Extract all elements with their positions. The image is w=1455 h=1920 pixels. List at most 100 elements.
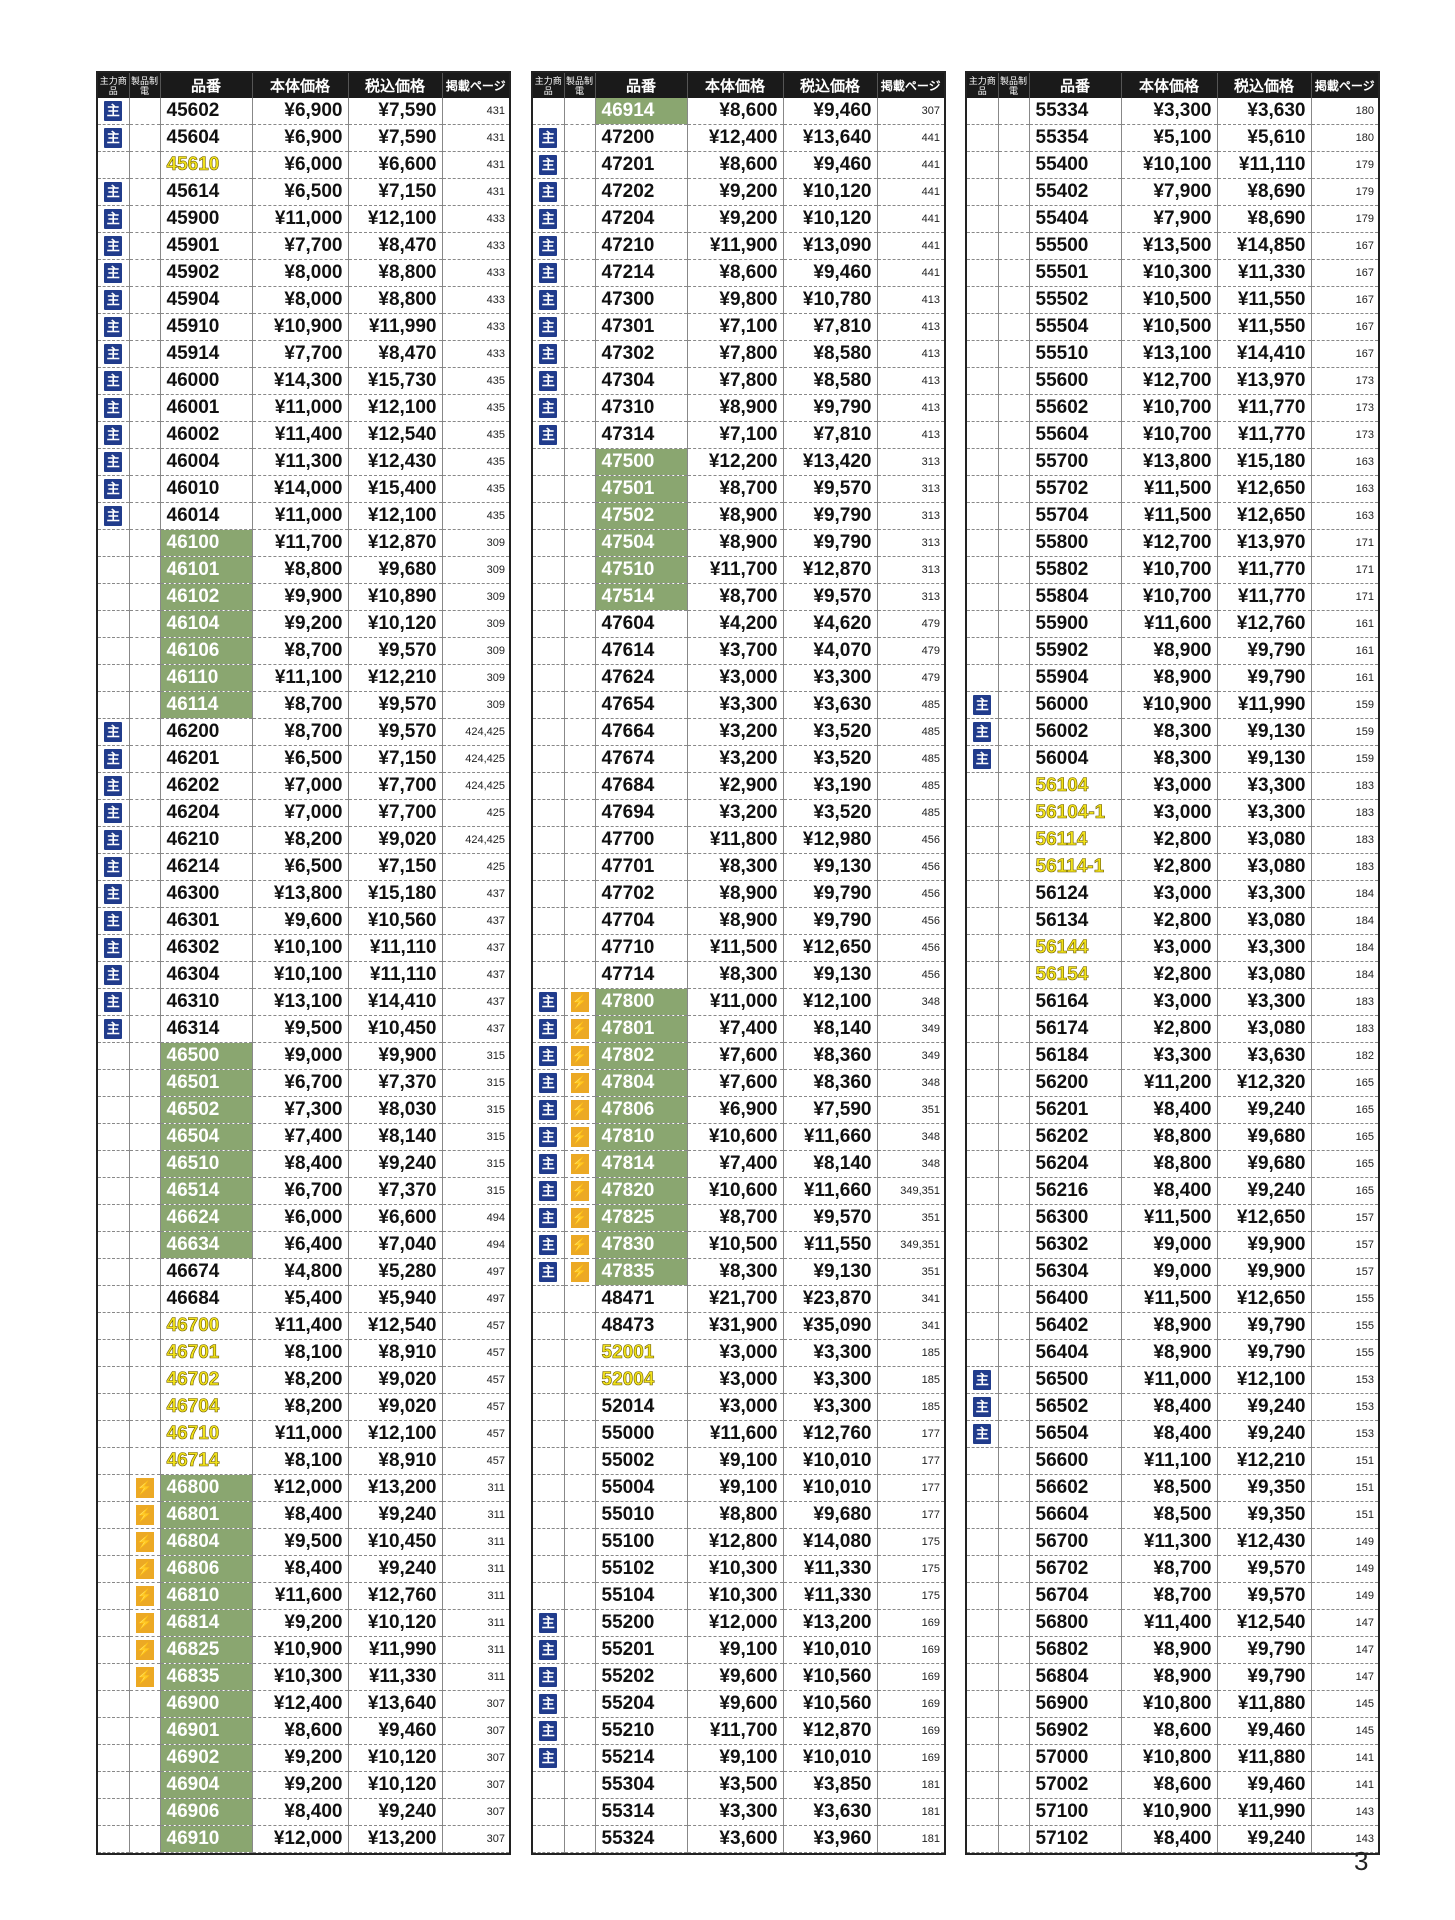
item-number: 55904 [1029, 664, 1122, 692]
table-row: 55314 ¥3,300 ¥3,630 181 [533, 1798, 944, 1826]
table-row: 主 45901 ¥7,700 ¥8,470 433 [98, 232, 509, 260]
table-row: 55904 ¥8,900 ¥9,790 161 [967, 664, 1378, 692]
antistatic-cell [564, 475, 596, 503]
base-price: ¥3,000 [687, 1366, 784, 1394]
table-header-row: 主力商品 製品制電 品番 本体価格 税込価格 掲載ページ [533, 73, 944, 98]
main-product-cell [98, 1528, 130, 1556]
item-number: 45904 [160, 286, 253, 314]
antistatic-cell [129, 529, 161, 557]
table-row: 主 47200 ¥12,400 ¥13,640 441 [533, 124, 944, 152]
table-row: 46700 ¥11,400 ¥12,540 457 [98, 1312, 509, 1340]
item-number: 47814 [595, 1150, 688, 1178]
table-row: 46502 ¥7,300 ¥8,030 315 [98, 1096, 509, 1124]
tax-price: ¥12,320 [1217, 1069, 1312, 1097]
main-product-cell: 主 [533, 1096, 565, 1124]
page-ref: 457 [442, 1366, 509, 1394]
table-row: 主 46204 ¥7,000 ¥7,700 425 [98, 799, 509, 827]
main-product-cell [533, 772, 565, 800]
item-number: 46906 [160, 1798, 253, 1826]
main-product-cell: 主 [533, 1636, 565, 1664]
tax-price: ¥12,430 [1217, 1528, 1312, 1556]
base-price: ¥10,900 [1121, 691, 1218, 719]
table-row: 55702 ¥11,500 ¥12,650 163 [967, 475, 1378, 503]
base-price: ¥9,200 [252, 610, 349, 638]
base-price: ¥3,000 [687, 664, 784, 692]
table-row: 56104-1 ¥3,000 ¥3,300 183 [967, 799, 1378, 827]
tax-price: ¥9,790 [783, 529, 878, 557]
page-ref: 173 [1311, 421, 1378, 449]
table-row: 46100 ¥11,700 ¥12,870 309 [98, 529, 509, 557]
table-row: 57002 ¥8,600 ¥9,460 141 [967, 1771, 1378, 1799]
main-product-cell [967, 1798, 999, 1826]
tax-price: ¥4,620 [783, 610, 878, 638]
tax-price: ¥13,640 [348, 1690, 443, 1718]
page-ref: 351 [877, 1258, 944, 1286]
tax-price: ¥7,810 [783, 421, 878, 449]
table-row: 56114-1 ¥2,800 ¥3,080 183 [967, 853, 1378, 881]
base-price: ¥7,700 [252, 340, 349, 368]
main-product-cell [967, 1312, 999, 1340]
base-price: ¥9,200 [687, 178, 784, 206]
item-number: 45602 [160, 98, 253, 125]
table-row: 46106 ¥8,700 ¥9,570 309 [98, 637, 509, 665]
antistatic-cell [998, 853, 1030, 881]
main-product-cell: 主 [533, 988, 565, 1016]
main-product-cell [98, 1258, 130, 1286]
item-number: 56204 [1029, 1150, 1122, 1178]
item-number: 56202 [1029, 1123, 1122, 1151]
price-table-column-3: 主力商品 製品制電 品番 本体価格 税込価格 掲載ページ 55334 ¥3,300 ¥3,630… [965, 71, 1380, 1855]
tax-price: ¥3,630 [783, 1798, 878, 1826]
item-number: 46110 [160, 664, 253, 692]
table-row: 46514 ¥6,700 ¥7,370 315 [98, 1177, 509, 1205]
item-number: 47302 [595, 340, 688, 368]
price-table-column-1: 主力商品 製品制電 品番 本体価格 税込価格 掲載ページ主 45602 ¥6,900 ¥7,59… [96, 71, 511, 1855]
table-row: 主 46214 ¥6,500 ¥7,150 425 [98, 853, 509, 881]
main-product-cell [98, 1690, 130, 1718]
table-row: 47500 ¥12,200 ¥13,420 313 [533, 448, 944, 476]
base-price: ¥9,600 [687, 1690, 784, 1718]
item-number: 46901 [160, 1717, 253, 1745]
page-ref: 309 [442, 583, 509, 611]
base-price: ¥9,200 [687, 205, 784, 233]
base-price: ¥6,700 [252, 1069, 349, 1097]
base-price: ¥3,700 [687, 637, 784, 665]
antistatic-cell [129, 826, 161, 854]
item-number: 47810 [595, 1123, 688, 1151]
page-ref: 173 [1311, 367, 1378, 395]
antistatic-cell [998, 664, 1030, 692]
main-product-cell: 主 [533, 286, 565, 314]
page-ref: 173 [1311, 394, 1378, 422]
main-product-cell [967, 1123, 999, 1151]
antistatic-cell [998, 637, 1030, 665]
item-number: 55502 [1029, 286, 1122, 314]
table-row: 55700 ¥13,800 ¥15,180 163 [967, 448, 1378, 476]
item-number: 55314 [595, 1798, 688, 1826]
page-ref: 177 [877, 1501, 944, 1529]
item-number: 47500 [595, 448, 688, 476]
page-ref: 479 [877, 610, 944, 638]
tax-price: ¥3,520 [783, 745, 878, 773]
antistatic-cell: ⚡ [129, 1501, 161, 1529]
tax-price: ¥9,240 [348, 1798, 443, 1826]
page-ref: 309 [442, 637, 509, 665]
tax-price: ¥12,100 [348, 1420, 443, 1448]
page-ref: 159 [1311, 691, 1378, 719]
main-product-cell [98, 1825, 130, 1853]
main-product-cell [98, 151, 130, 179]
base-price: ¥14,000 [252, 475, 349, 503]
item-number: 56216 [1029, 1177, 1122, 1205]
antistatic-cell [998, 934, 1030, 962]
antistatic-cell [564, 1825, 596, 1853]
table-row: 主 46304 ¥10,100 ¥11,110 437 [98, 961, 509, 989]
page-ref: 149 [1311, 1528, 1378, 1556]
table-row: 56704 ¥8,700 ¥9,570 149 [967, 1582, 1378, 1610]
main-product-cell [98, 637, 130, 665]
base-price: ¥10,100 [1121, 151, 1218, 179]
page-ref: 183 [1311, 772, 1378, 800]
item-number: 46501 [160, 1069, 253, 1097]
item-number: 55602 [1029, 394, 1122, 422]
main-product-cell [98, 691, 130, 719]
item-number: 46300 [160, 880, 253, 908]
antistatic-cell [564, 1501, 596, 1529]
tax-price: ¥3,520 [783, 718, 878, 746]
